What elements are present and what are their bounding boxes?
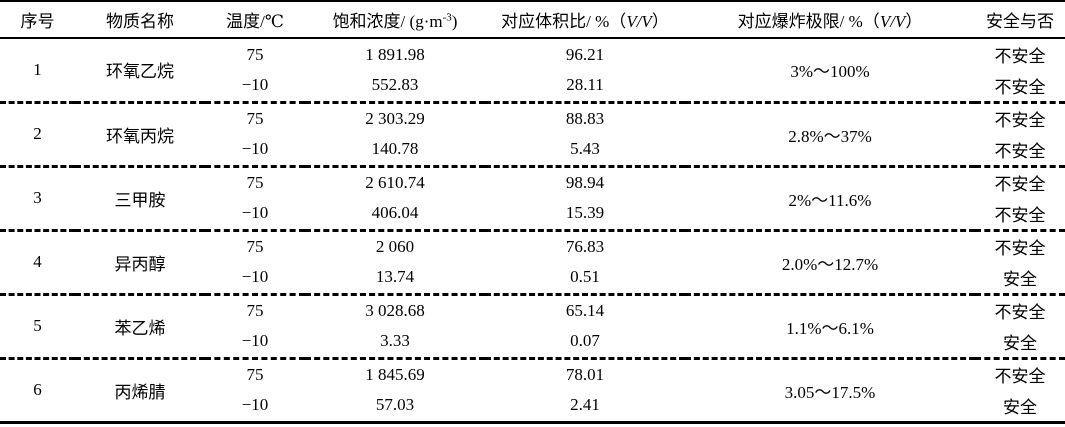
temperature-value: 75 xyxy=(205,228,305,262)
concentration-value: 13.74 xyxy=(375,267,415,287)
table-row: 4 异丙醇 75 2 060 76.83 2.0%～12.7% 不安全 xyxy=(0,228,1065,294)
table-row: −10 552.83 28.11 不安全 xyxy=(0,70,1065,102)
substance-name: 环氧丙烷 xyxy=(75,100,205,166)
substance-name: 丙烯腈 xyxy=(75,356,205,422)
safety-value: 不安全 xyxy=(994,141,1046,161)
concentration-value: 2 303.29 xyxy=(305,100,485,134)
temperature-value: 75 xyxy=(205,164,305,198)
volume-ratio-value: 78.01 xyxy=(485,356,685,390)
safety-value: 不安全 xyxy=(975,228,1065,262)
concentration-value: 1 845.69 xyxy=(305,356,485,390)
table-row: 5 苯乙烯 75 3 028.68 65.14 1.1%～6.1% 不安全 xyxy=(0,292,1065,358)
explosion-limit-value: 2.8%～37% xyxy=(685,100,975,166)
explosion-limit-value: 2%～11.6% xyxy=(685,164,975,230)
table-row: 1 环氧乙烷 75 1 891.98 96.21 3%～100% 不安全 xyxy=(0,38,1065,82)
conc-header-text: 饱和浓度/ (g·m xyxy=(332,12,443,31)
table-row: 3 三甲胺 75 2 610.74 98.94 2%～11.6% 不安全 xyxy=(0,164,1065,230)
explosion-limit-value: 3.05～17.5% xyxy=(685,356,975,422)
substance-name: 环氧乙烷 xyxy=(106,62,174,82)
concentration-value: 406.04 xyxy=(371,203,419,223)
explosion-limit-value: 1.1%～6.1% xyxy=(685,292,975,358)
column-header-volume-ratio: 对应体积比/ %（V/V） xyxy=(485,1,685,39)
safety-value: 不安全 xyxy=(994,205,1046,225)
expl-header-vv: V/V xyxy=(879,12,906,31)
column-header-temperature: 温度/℃ xyxy=(205,1,305,39)
substance-name: 异丙醇 xyxy=(75,228,205,294)
safety-value: 不安全 xyxy=(975,292,1065,326)
volume-ratio-value: 96.21 xyxy=(565,44,605,64)
conc-header-superscript: -3 xyxy=(442,11,452,24)
safety-value: 不安全 xyxy=(975,356,1065,390)
temperature-value: 75 xyxy=(205,100,305,134)
safety-value: 安全 xyxy=(1003,333,1037,353)
row-no: 4 xyxy=(0,228,75,294)
column-header-explosion-limit: 对应爆炸极限/ %（V/V） xyxy=(685,1,975,39)
safety-value: 安全 xyxy=(1003,269,1037,289)
concentration-value: 1 891.98 xyxy=(365,44,425,64)
volume-ratio-value: 76.83 xyxy=(485,228,685,262)
volume-ratio-value: 5.43 xyxy=(570,139,600,159)
column-header-saturation-concentration: 饱和浓度/ (g·m-3) xyxy=(305,1,485,39)
temperature-value: −10 xyxy=(241,203,269,223)
table-row: 2 环氧丙烷 75 2 303.29 88.83 2.8%～37% 不安全 xyxy=(0,100,1065,166)
expl-header-text: 对应爆炸极限/ %（ xyxy=(737,12,880,31)
expl-header-paren: ） xyxy=(905,12,923,31)
safety-value: 安全 xyxy=(1003,397,1037,417)
row-no: 1 xyxy=(33,59,42,79)
row-no: 2 xyxy=(0,100,75,166)
volume-ratio-value: 28.11 xyxy=(566,75,604,95)
vol-header-vv: V/V xyxy=(626,12,652,31)
volume-ratio-value: 98.94 xyxy=(485,164,685,198)
header-row: 序号 物质名称 温度/℃ 饱和浓度/ (g·m-3) 对应体积比/ %（V/V）… xyxy=(0,1,1065,39)
temperature-value: −10 xyxy=(241,331,269,351)
concentration-value: 57.03 xyxy=(375,395,415,415)
temperature-value: −10 xyxy=(241,395,269,415)
explosion-limit-value: 3%～100% xyxy=(790,62,870,82)
substance-name: 苯乙烯 xyxy=(75,292,205,358)
row-no: 3 xyxy=(0,164,75,230)
volume-ratio-value: 65.14 xyxy=(485,292,685,326)
volume-ratio-value: 88.83 xyxy=(485,100,685,134)
row-no: 5 xyxy=(0,292,75,358)
substance-name: 三甲胺 xyxy=(75,164,205,230)
table-row: −10 140.78 5.43 不安全 xyxy=(0,134,1065,166)
temperature-value: −10 xyxy=(241,139,269,159)
table-row: −10 57.03 2.41 安全 xyxy=(0,390,1065,422)
table-row: −10 13.74 0.51 安全 xyxy=(0,262,1065,294)
row-no: 6 xyxy=(0,356,75,422)
table-row: −10 3.33 0.07 安全 xyxy=(0,326,1065,358)
concentration-value: 2 610.74 xyxy=(305,164,485,198)
concentration-value: 552.83 xyxy=(371,75,419,95)
safety-value: 不安全 xyxy=(975,100,1065,134)
volume-ratio-value: 0.51 xyxy=(570,267,600,287)
safety-value: 不安全 xyxy=(975,164,1065,198)
vol-header-paren: ） xyxy=(651,12,669,31)
volume-ratio-value: 2.41 xyxy=(570,395,600,415)
volume-ratio-value: 0.07 xyxy=(570,331,600,351)
concentration-value: 2 060 xyxy=(305,228,485,262)
temperature-value: −10 xyxy=(241,267,269,287)
temperature-value: 75 xyxy=(205,356,305,390)
temperature-value: 75 xyxy=(246,44,264,64)
temperature-value: −10 xyxy=(241,75,269,95)
conc-header-paren: ) xyxy=(451,12,458,31)
volume-ratio-value: 15.39 xyxy=(565,203,605,223)
safety-value: 不安全 xyxy=(994,47,1046,66)
table-row: −10 406.04 15.39 不安全 xyxy=(0,198,1065,230)
temperature-value: 75 xyxy=(205,292,305,326)
concentration-value: 3 028.68 xyxy=(305,292,485,326)
vol-header-text: 对应体积比/ %（ xyxy=(501,12,627,31)
concentration-value: 3.33 xyxy=(380,331,410,351)
column-header-substance-name: 物质名称 xyxy=(75,1,205,39)
explosion-limit-value: 2.0%～12.7% xyxy=(685,228,975,294)
table-row: 6 丙烯腈 75 1 845.69 78.01 3.05～17.5% 不安全 xyxy=(0,356,1065,422)
safety-value: 不安全 xyxy=(994,77,1046,97)
concentration-value: 140.78 xyxy=(371,139,419,159)
column-header-no: 序号 xyxy=(0,1,75,39)
column-header-safety: 安全与否 xyxy=(975,1,1065,39)
